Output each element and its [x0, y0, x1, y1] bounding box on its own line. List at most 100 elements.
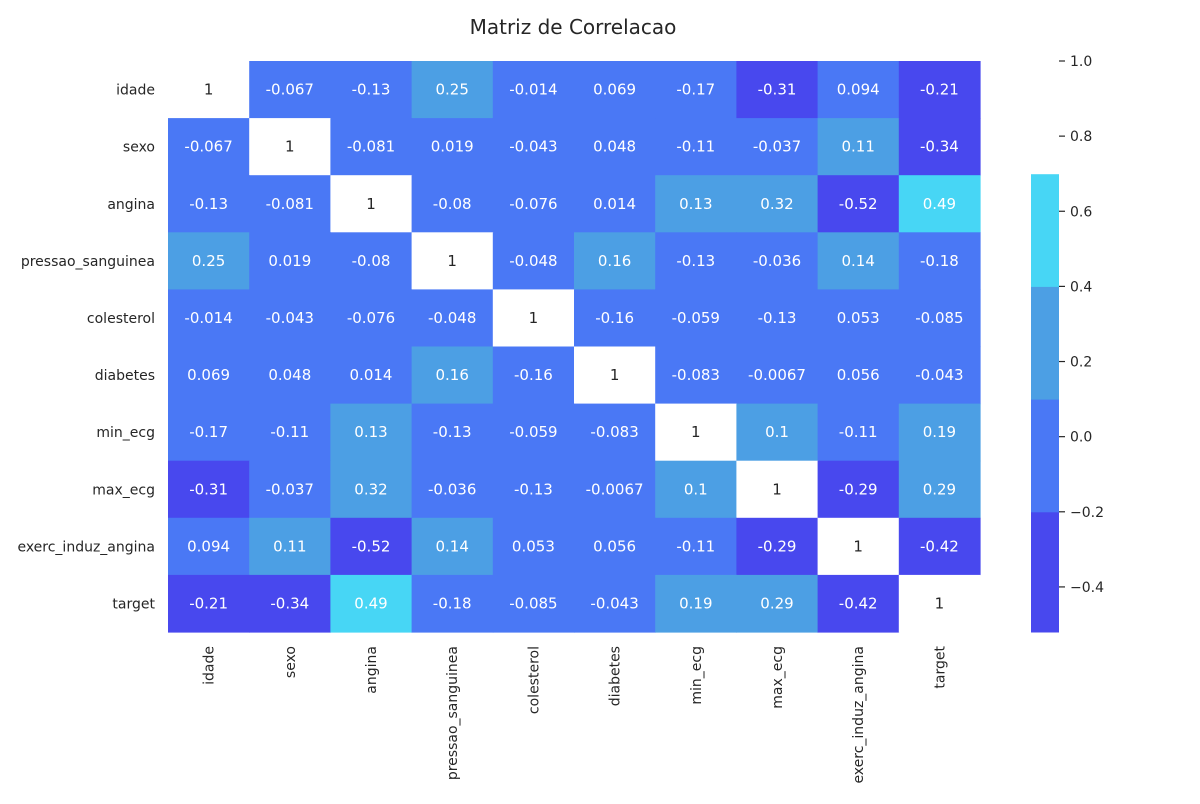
- colorbar-tick-label: −0.4: [1070, 580, 1104, 596]
- heatmap-cell-label: -0.067: [184, 138, 232, 156]
- heatmap-cell-label: -0.081: [266, 195, 314, 213]
- heatmap-cell-label: 1: [285, 138, 295, 156]
- heatmap-cell: [736, 118, 819, 176]
- heatmap-cell: [655, 175, 737, 233]
- heatmap-cell-label: 1: [529, 309, 539, 327]
- heatmap-cell: [655, 289, 737, 348]
- heatmap-cell-label: 1: [366, 195, 376, 213]
- heatmap-cell: [574, 61, 656, 119]
- heatmap-cell: [249, 460, 331, 519]
- heatmap-cell-label: 0.094: [837, 81, 880, 99]
- heatmap-cell: [817, 232, 900, 290]
- heatmap-cell-label: 0.32: [354, 480, 387, 498]
- heatmap-cell-label: -0.21: [189, 594, 228, 612]
- heatmap-cell-label: -0.0067: [748, 366, 806, 384]
- heatmap-cell-label: -0.043: [590, 594, 638, 612]
- heatmap-cell-label: -0.043: [266, 309, 314, 327]
- heatmap-cell-label: 1: [610, 366, 620, 384]
- col-tick-label: exerc_induz_angina: [851, 646, 867, 784]
- heatmap-cell: [736, 289, 819, 348]
- heatmap-cell-label: 0.19: [679, 594, 712, 612]
- colorbar-tick-label: 0.4: [1070, 279, 1092, 295]
- heatmap-cell: [249, 175, 331, 233]
- heatmap-cell: [492, 61, 575, 119]
- heatmap-cell-label: -0.13: [433, 423, 472, 441]
- heatmap-cell-label: 0.014: [593, 195, 636, 213]
- heatmap-cell-label: -0.13: [352, 81, 391, 99]
- row-tick-labels: idade sexo angina pressao_sanguinea colester…: [17, 83, 155, 613]
- heatmap-cell: [330, 346, 413, 405]
- heatmap-cell: [249, 61, 331, 119]
- heatmap-cell-label: 0.19: [923, 423, 956, 441]
- heatmap-cell-label: -0.014: [184, 309, 232, 327]
- heatmap-cell: [817, 460, 900, 519]
- heatmap-cell-label: 0.25: [435, 81, 468, 99]
- heatmap-cell-label: 0.14: [841, 252, 874, 270]
- heatmap-cell-label: 0.019: [431, 138, 474, 156]
- heatmap-cell-label: -0.29: [839, 480, 878, 498]
- row-tick-label: pressao_sanguinea: [21, 254, 155, 270]
- heatmap-cell-label: 0.32: [760, 195, 793, 213]
- heatmap-cell-label: -0.21: [920, 81, 959, 99]
- colorbar-tick-label: 0.8: [1070, 129, 1092, 145]
- row-tick-label: diabetes: [95, 368, 155, 384]
- heatmap-cell: [249, 118, 331, 176]
- heatmap-cell: [330, 517, 413, 576]
- heatmap-cell: [898, 460, 981, 519]
- heatmap-cell: [492, 574, 575, 633]
- colorbar-tick-label: 0.6: [1070, 204, 1092, 220]
- heatmap-cell-label: 0.49: [354, 594, 387, 612]
- heatmap-cell-label: -0.076: [509, 195, 557, 213]
- heatmap-cell: [492, 289, 575, 348]
- heatmap-cell-label: -0.42: [920, 537, 959, 555]
- heatmap-cell-label: 1: [772, 480, 782, 498]
- heatmap-cell-label: 0.49: [923, 195, 956, 213]
- chart-title: Matriz de Correlacao: [470, 15, 677, 39]
- heatmap-cell-label: 1: [853, 537, 863, 555]
- heatmap-cell: [817, 403, 900, 462]
- heatmap-cell: [168, 403, 250, 462]
- heatmap-cell: [898, 232, 981, 290]
- heatmap-cell: [249, 517, 331, 576]
- heatmap-cell-label: 0.069: [187, 366, 230, 384]
- heatmap-cell: [574, 175, 656, 233]
- colorbar-tick-label: 0.2: [1070, 355, 1092, 371]
- heatmap-cell-label: -0.13: [189, 195, 228, 213]
- heatmap-cell: [411, 232, 494, 290]
- heatmap-cell: [817, 517, 900, 576]
- heatmap-cell-label: -0.11: [270, 423, 309, 441]
- heatmap-cell: [736, 574, 819, 633]
- heatmap-cell: [330, 460, 413, 519]
- heatmap-cell-label: 0.16: [598, 252, 631, 270]
- heatmap-cell-label: 0.14: [435, 537, 468, 555]
- heatmap-cell-label: -0.13: [758, 309, 797, 327]
- heatmap-cell-label: -0.34: [270, 594, 309, 612]
- heatmap-cell: [655, 118, 737, 176]
- heatmap-cell: [411, 61, 494, 119]
- heatmap-cell-label: 1: [691, 423, 701, 441]
- heatmap-cell: [736, 175, 819, 233]
- heatmap-cell-label: -0.17: [676, 81, 715, 99]
- heatmap-cell: [574, 232, 656, 290]
- col-tick-label: max_ecg: [770, 646, 786, 709]
- col-tick-label: min_ecg: [689, 646, 705, 705]
- heatmap-cell-label: -0.037: [266, 480, 314, 498]
- heatmap-cell: [330, 403, 413, 462]
- heatmap-cell: [574, 346, 656, 405]
- col-tick-label: colesterol: [526, 646, 542, 714]
- heatmap-cell-label: 0.048: [593, 138, 636, 156]
- row-tick-label: min_ecg: [96, 425, 155, 441]
- heatmap-cell: [655, 346, 737, 405]
- colorbar-segment: [1031, 399, 1059, 513]
- heatmap-cell-label: 0.053: [512, 537, 555, 555]
- heatmap-cell-label: 0.056: [593, 537, 636, 555]
- colorbar: −0.4 −0.2 0.0 0.2 0.4 0.6 0.8 1.0: [1031, 54, 1104, 633]
- colorbar-tick-label: 1.0: [1070, 54, 1092, 70]
- heatmap-cell: [249, 289, 331, 348]
- heatmap-cell-label: -0.085: [509, 594, 557, 612]
- heatmap-cell: [898, 61, 981, 119]
- row-tick-label: sexo: [123, 140, 155, 156]
- row-tick-label: exerc_induz_angina: [17, 539, 155, 555]
- heatmap-cell-label: 0.069: [593, 81, 636, 99]
